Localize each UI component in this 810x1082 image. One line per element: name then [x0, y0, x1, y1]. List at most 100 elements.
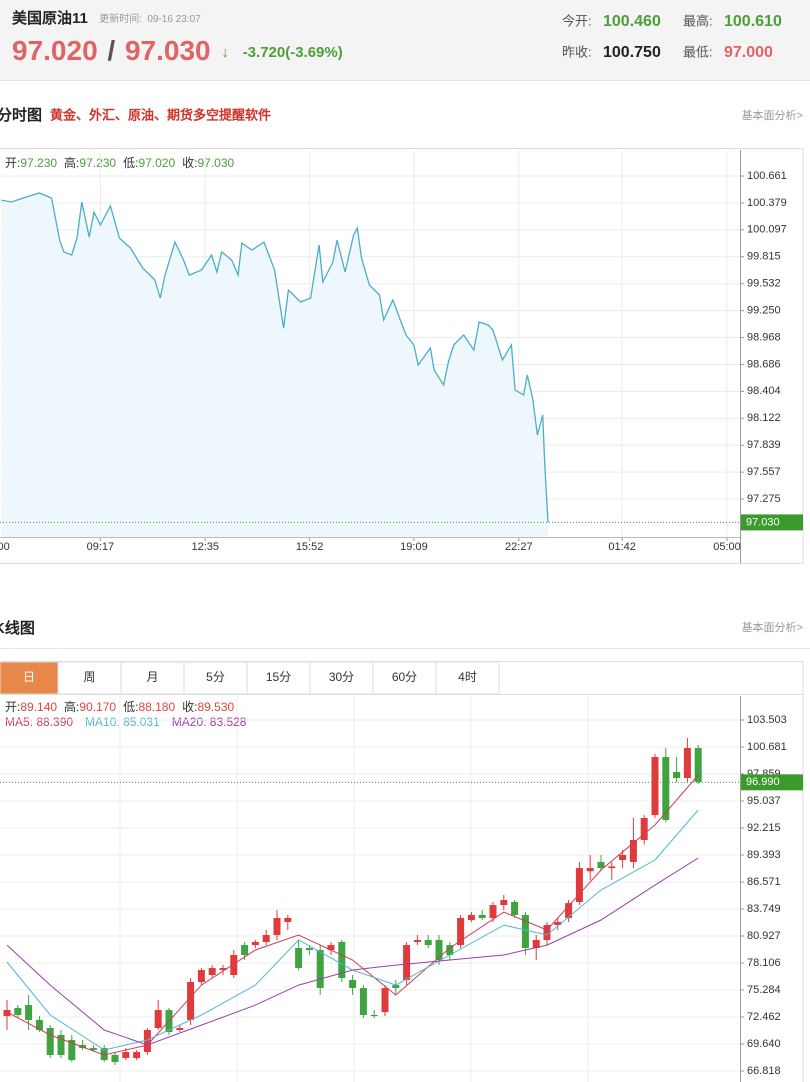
candle-body [521, 915, 529, 949]
info-label: 高: [64, 699, 79, 714]
tab-label[interactable]: 5分 [206, 670, 225, 684]
candle-body [673, 771, 681, 779]
y-tick-label: 98.122 [747, 412, 781, 424]
tab-label[interactable]: 4时 [458, 670, 477, 684]
bid: 97.020 [12, 35, 98, 66]
candle-body [435, 939, 443, 960]
info-line: 开:97.230 高:97.230 低:97.020 收:97.030 [5, 155, 235, 170]
info-value: 97.230 [20, 156, 57, 170]
tab[interactable] [120, 661, 185, 695]
last-price-tag [741, 774, 803, 791]
price-sep: / [107, 35, 115, 66]
info-label: 收: [182, 156, 197, 170]
tab-label[interactable]: 月 [146, 670, 158, 684]
area [1, 193, 548, 537]
ma-legend: MA5: 88.390 MA10: 85.031 MA20: 83.528 [5, 715, 247, 729]
y-tick-label: 100.661 [747, 170, 787, 182]
x-tick-label: 06:00 [0, 541, 10, 553]
x-tick-label: 09:17 [87, 541, 115, 553]
candle-body [338, 942, 346, 979]
candle-body [176, 1028, 184, 1031]
candle-body [381, 988, 389, 1013]
y-tick-label: 97.275 [747, 493, 781, 505]
candle-body [251, 942, 259, 946]
link[interactable]: 基本面分析> [742, 620, 803, 634]
info-label: 开: [5, 700, 20, 714]
candle-body [543, 925, 551, 940]
y-tick-label: 99.815 [747, 251, 781, 263]
info-value: 88.180 [138, 700, 175, 714]
high-label: 最高: [683, 13, 713, 28]
candle-body [14, 1008, 22, 1016]
tab[interactable] [0, 661, 59, 695]
tab[interactable] [309, 661, 374, 695]
section-title: K线图 [0, 619, 35, 637]
y-tick-label: 100.681 [747, 741, 787, 753]
candle-body [403, 945, 411, 980]
info-value: 97.230 [79, 156, 116, 170]
prev-value: 100.750 [603, 44, 661, 61]
tab[interactable] [372, 661, 437, 695]
candle-body [241, 945, 249, 956]
candle-body [154, 1010, 162, 1029]
instrument-name: 美国原油11 [12, 9, 88, 27]
prev-label: 昨收: [562, 44, 592, 59]
info-value: 90.170 [79, 700, 116, 714]
y-tick-label: 97.839 [747, 439, 781, 451]
tab-label[interactable]: 30分 [329, 670, 354, 684]
candle-body [651, 757, 659, 816]
candle-body [25, 1005, 33, 1020]
info-value: 89.530 [197, 700, 234, 714]
candle-body [284, 917, 292, 923]
candle-body [575, 868, 583, 903]
promo[interactable]: 黄金、外汇、原油、期货多空提醒软件 [50, 107, 271, 122]
candle-body [662, 757, 670, 821]
candle-body [133, 1052, 141, 1059]
candle-body [608, 866, 616, 869]
y-tick-label: 69.640 [747, 1038, 781, 1050]
info-value: 97.030 [197, 156, 234, 170]
header-bg [0, 0, 810, 80]
tab-label[interactable]: 15分 [266, 670, 291, 684]
y-tick-label: 92.215 [747, 822, 781, 834]
y-tick-label: 89.393 [747, 849, 781, 861]
candle-body [316, 950, 324, 989]
tab-label[interactable]: 周 [83, 670, 95, 684]
candle-body [305, 948, 313, 951]
open-label: 今开: [562, 13, 592, 28]
ma-line [6, 857, 699, 1046]
candle-body [586, 868, 594, 872]
tab-label[interactable]: 日 [23, 670, 35, 684]
info-label: 高: [64, 155, 79, 170]
info-label: 收: [182, 700, 197, 714]
candle-body [413, 939, 421, 943]
header-line: 美国原油11 更新时间: 09-16 23:07 [12, 9, 201, 27]
y-tick-label: 98.404 [747, 385, 781, 397]
candle-body [500, 899, 508, 906]
tab[interactable] [183, 661, 248, 695]
candle-body [565, 903, 573, 918]
candle-body [532, 939, 540, 949]
candle-body [197, 970, 205, 982]
info-label: 开: [5, 156, 20, 170]
y-tick-label: 78.106 [747, 957, 781, 969]
price-line [1, 192, 549, 523]
tab[interactable] [246, 661, 311, 695]
candle-body [478, 915, 486, 918]
tab-label[interactable]: 60分 [392, 670, 417, 684]
ask: 97.030 [125, 35, 211, 66]
y-tick-label: 103.503 [747, 714, 787, 726]
candle-body [273, 917, 281, 936]
candle-body [68, 1039, 76, 1061]
candle-body [187, 981, 195, 1020]
price-line: 97.020 / 97.030 ↓ -3.720(-3.69%) [12, 35, 343, 66]
link[interactable]: 基本面分析> [742, 108, 803, 122]
update-time: 09-16 23:07 [147, 14, 201, 25]
tab[interactable] [435, 661, 500, 695]
candle-body [640, 818, 648, 841]
candle-body [629, 840, 637, 863]
x-tick-label: 01:42 [608, 541, 636, 553]
candle-body [111, 1054, 119, 1062]
section-title: 分时图 [0, 107, 42, 124]
